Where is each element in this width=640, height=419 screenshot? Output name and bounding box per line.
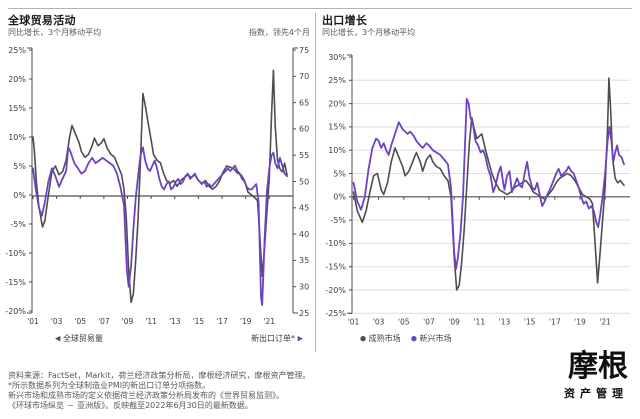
top-rule [8,8,632,9]
x-axis-label: '05 [74,317,86,326]
y-axis-label: -25% [325,309,346,318]
y-axis-label: 45 [299,204,309,213]
y-axis-label: 70 [299,72,309,81]
x-axis-label: '05 [398,317,410,326]
x-axis-label: '13 [169,317,181,326]
y-axis-label: 30 [299,283,309,292]
x-axis-label: '09 [448,317,460,326]
footnote-line: 资料来源：FactSet，Markit，荷兰经济政策分析局，摩根经济研究，摩根资… [8,371,311,380]
left-chart-title: 全球贸易活动 [8,14,76,27]
x-axis-label: '13 [499,317,511,326]
right-chart-subtitle: 同比增长，3个月移动平均 [322,28,416,37]
x-axis-label: '11 [145,317,157,326]
legend-label: 成熟市场 [368,334,401,343]
y-axis-label: 30% [328,53,346,62]
y-axis-label: 5% [13,162,26,171]
series-line-right [32,146,288,307]
y-axis-label: 20% [8,75,26,84]
y-axis-label: -20% [325,286,346,295]
left-chart-right-axis-caption: 指数，领先4个月 [248,28,310,37]
y-axis-label: 25 [299,309,309,318]
x-axis-label: '17 [216,317,228,326]
footnote-line: *所示数据系列为全球制造业PMI的新出口订单分项指数。 [8,381,211,390]
panel-divider [315,13,316,352]
y-axis-label: -5% [10,220,26,229]
footnote-line: 新兴市场和成熟市场的定义依据荷兰经济政策分析局发布的《世界贸易监测》。 [8,391,284,400]
y-axis-label: 50 [299,177,309,186]
legend-trade-volume: ◀ 全球贸易量 [55,333,103,344]
x-axis-label: '21 [263,317,275,326]
x-axis-label: '21 [599,317,611,326]
logo-wordmark: 摩根 [568,349,628,384]
x-axis-label: '03 [51,317,63,326]
y-axis-label: 0% [13,191,26,200]
y-axis-label: 15% [328,123,346,132]
right-chart-title: 出口增长 [322,14,368,27]
y-axis-label: 20% [328,99,346,108]
left-arrow-icon: ◀ [55,334,61,343]
x-axis-label: '17 [549,317,561,326]
legend-label: 全球贸易量 [62,334,103,343]
y-axis-label: 5% [333,169,346,178]
series-line-left [32,69,288,304]
x-axis-label: '09 [122,317,134,326]
series-line-left [352,77,625,291]
x-axis-label: '01 [348,317,360,326]
y-axis-label: 40 [299,230,309,239]
source-footnote: 资料来源：FactSet，Markit，荷兰经济政策分析局，摩根经济研究，摩根资… [8,371,311,411]
y-axis-label: -5% [330,216,346,225]
x-axis-label: '07 [423,317,435,326]
y-axis-label: 10% [328,146,346,155]
y-axis-label: 15% [8,104,26,113]
y-axis-label: 55 [299,151,309,160]
y-axis-label: -10% [325,239,346,248]
y-axis-label: 0% [333,193,346,202]
y-axis-label: 65 [299,98,309,107]
right-arrow-icon: ▶ [297,334,303,343]
y-axis-label: -15% [325,263,346,272]
left-chart-subtitle: 同比增长，3个月移动平均 [8,28,102,37]
circle-icon: ● [360,334,367,343]
series-line-left [352,98,625,270]
y-axis-label: -20% [5,307,26,316]
legend-label: 新出口订单* [251,334,296,343]
logo-subtitle: 资产管理 [564,387,628,400]
y-axis-label: -10% [5,249,26,258]
x-axis-label: '15 [524,317,536,326]
x-axis-label: '19 [240,317,252,326]
y-axis-label: 25% [328,76,346,85]
legend-new-export-orders: 新出口订单* ▶ [8,333,303,344]
x-axis-label: '01 [27,317,39,326]
footnote-line: 《环球市场纵览 － 亚洲版》。反映截至2022年6月30日的最新数据。 [8,401,253,410]
x-axis-label: '07 [98,317,110,326]
y-axis-label: 10% [8,133,26,142]
y-axis-label: 60 [299,125,309,134]
y-axis-label: 35 [299,256,309,265]
circle-icon: ● [410,334,417,343]
x-axis-label: '11 [474,317,486,326]
y-axis-label: 75 [299,46,309,55]
y-axis-label: 25% [8,46,26,55]
y-axis-label: -15% [5,278,26,287]
jpmorgan-logo: 摩根 资产管理 [564,352,628,401]
legend-developed-markets: ● 成熟市场 ● 新兴市场 [360,333,451,344]
legend-label: 新兴市场 [419,334,452,343]
x-axis-label: '19 [574,317,586,326]
x-axis-label: '15 [193,317,205,326]
x-axis-label: '03 [373,317,385,326]
